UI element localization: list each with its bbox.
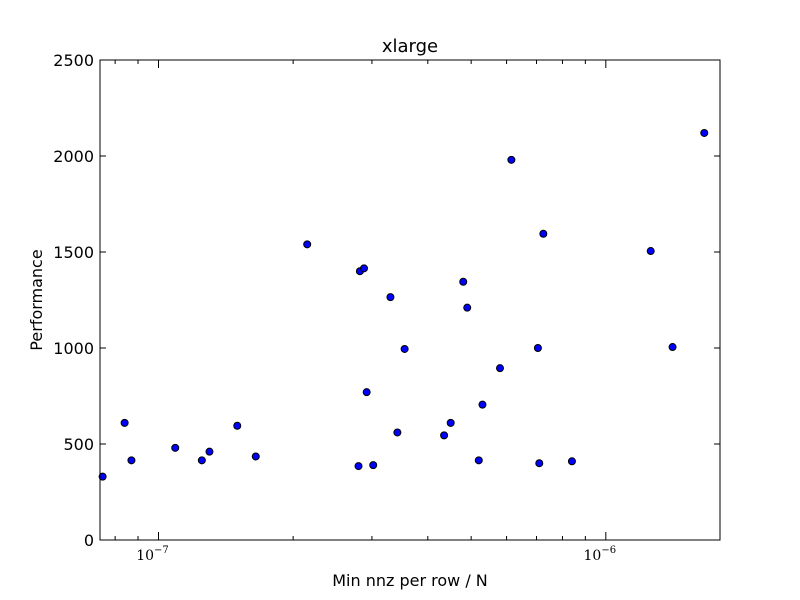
x-axis-label: Min nnz per row / N: [332, 571, 488, 590]
data-point: [120, 418, 129, 427]
data-point: [354, 462, 363, 471]
data-point: [478, 400, 487, 409]
data-point: [539, 229, 548, 238]
x-tick-label-exponent: −6: [601, 545, 616, 556]
data-point: [463, 303, 472, 312]
data-point: [446, 418, 455, 427]
data-point: [459, 277, 468, 286]
x-tick-label: 10−7: [136, 545, 169, 564]
data-point: [646, 247, 655, 256]
chart-title: xlarge: [382, 36, 438, 57]
data-point: [400, 344, 409, 353]
data-point: [233, 421, 242, 430]
data-point: [362, 388, 371, 397]
data-point: [386, 293, 395, 302]
data-point: [127, 456, 136, 465]
data-point: [700, 128, 709, 137]
data-point: [359, 264, 368, 273]
data-point: [495, 364, 504, 373]
data-point: [567, 457, 576, 466]
y-tick-label: 500: [63, 435, 94, 454]
data-markers: [98, 128, 709, 481]
data-point: [205, 447, 214, 456]
y-tick-label: 1000: [53, 339, 94, 358]
data-point: [393, 428, 402, 437]
y-tick-label: 1500: [53, 243, 94, 262]
data-point: [251, 452, 260, 461]
data-point: [369, 461, 378, 470]
data-point: [171, 443, 180, 452]
y-tick-label: 2000: [53, 147, 94, 166]
data-point: [197, 456, 206, 465]
x-tick-label-base: 10: [136, 548, 154, 564]
y-tick-label: 2500: [53, 51, 94, 70]
data-point: [440, 431, 449, 440]
y-axis-label: Performance: [27, 249, 46, 350]
plot-frame: [99, 59, 721, 541]
y-tick-label: 0: [84, 531, 94, 550]
x-tick-label: 10−6: [584, 545, 617, 564]
data-point: [98, 472, 107, 481]
data-point: [303, 240, 312, 249]
data-point: [474, 456, 483, 465]
x-tick-label-base: 10: [584, 548, 602, 564]
data-point: [507, 155, 516, 164]
data-point: [668, 343, 677, 352]
data-point: [535, 459, 544, 468]
data-point: [533, 344, 542, 352]
plot-area: [100, 60, 720, 540]
x-tick-label-exponent: −7: [154, 545, 169, 556]
